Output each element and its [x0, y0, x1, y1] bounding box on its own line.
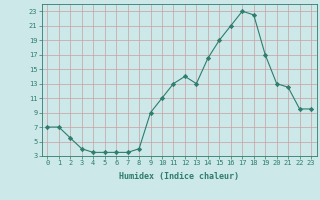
X-axis label: Humidex (Indice chaleur): Humidex (Indice chaleur)	[119, 172, 239, 181]
